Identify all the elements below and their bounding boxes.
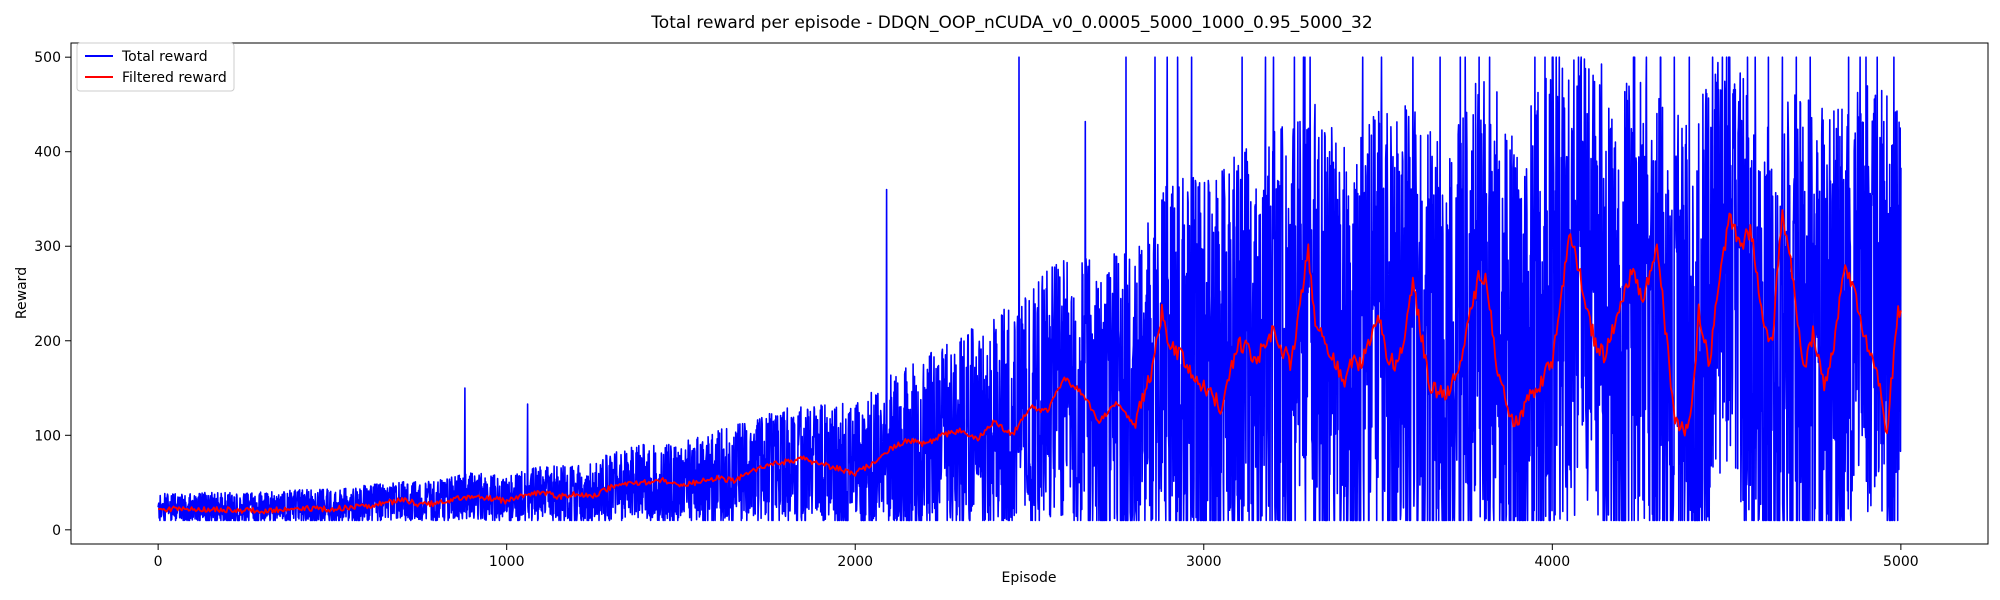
- legend: Total reward Filtered reward: [76, 42, 235, 92]
- y-tick-label: 500: [34, 50, 61, 66]
- y-tick-label: 0: [52, 523, 61, 539]
- x-tick-label: 4000: [1534, 554, 1570, 570]
- filtered-reward-line: [157, 209, 1902, 515]
- x-tick-label: 1000: [489, 554, 525, 570]
- x-tick-label: 0: [154, 554, 163, 570]
- y-tick-label: 400: [34, 145, 61, 161]
- x-axis-label: Episode: [1002, 570, 1057, 586]
- legend-box: [76, 42, 235, 92]
- y-axis-ticks: 0 100 200 300 400 500: [34, 50, 71, 539]
- x-axis-ticks: 0 1000 2000 3000 4000 5000: [154, 544, 1919, 570]
- legend-label-total-reward: Total reward: [121, 49, 208, 65]
- total-reward-line: [157, 56, 1902, 522]
- x-tick-label: 5000: [1883, 554, 1919, 570]
- chart-title: Total reward per episode - DDQN_OOP_nCUD…: [650, 13, 1372, 33]
- x-tick-label: 3000: [1186, 554, 1222, 570]
- y-tick-label: 200: [34, 334, 61, 350]
- series-filtered-reward: [157, 209, 1902, 515]
- series-total-reward: [157, 56, 1902, 522]
- x-tick-label: 2000: [837, 554, 873, 570]
- legend-label-filtered-reward: Filtered reward: [122, 70, 227, 86]
- y-tick-label: 100: [34, 428, 61, 444]
- y-tick-label: 300: [34, 239, 61, 255]
- plot-area: [70, 42, 1989, 545]
- y-axis-label: Reward: [14, 267, 30, 319]
